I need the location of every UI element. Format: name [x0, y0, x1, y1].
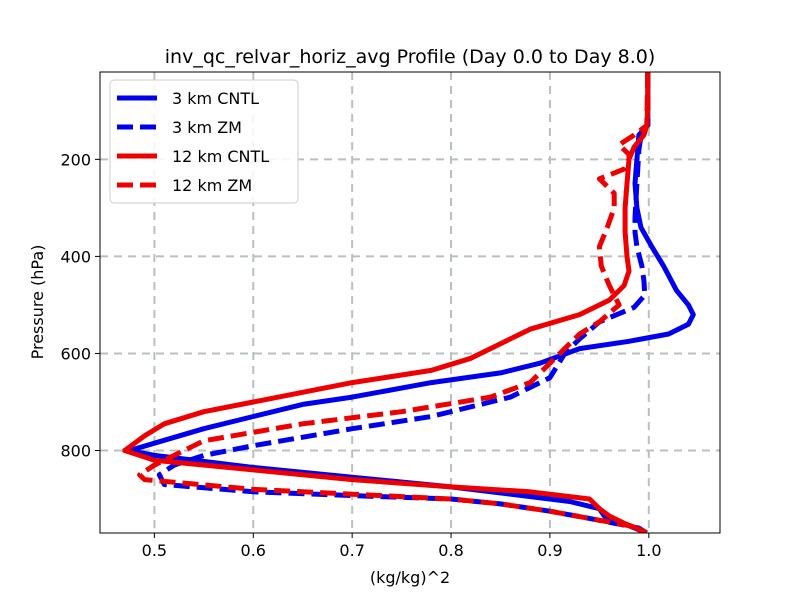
x-tick-label: 0.5 [142, 541, 167, 560]
x-tick-label: 1.0 [636, 541, 661, 560]
legend-label-12-km-zm: 12 km ZM [172, 176, 252, 195]
x-tick-label: 0.7 [339, 541, 364, 560]
x-tick-label: 0.9 [537, 541, 562, 560]
series-line-12-km-cntl [122, 72, 651, 533]
x-axis-label: (kg/kg)^2 [370, 568, 450, 587]
legend-label-3-km-zm: 3 km ZM [172, 118, 242, 137]
legend-label-12-km-cntl: 12 km CNTL [172, 147, 269, 166]
chart-title: inv_qc_relvar_horiz_avg Profile (Day 0.0… [165, 46, 656, 68]
legend: 3 km CNTL 3 km ZM 12 km CNTL 12 km ZM [109, 79, 299, 204]
y-tick-label: 200 [60, 150, 91, 169]
legend-box [109, 79, 299, 204]
plot-frame [99, 71, 721, 534]
y-tick-label: 600 [60, 344, 91, 363]
tick-layer: 0.5 0.6 0.7 0.8 0.9 1.0 200 400 600 800 [60, 150, 661, 560]
legend-label-3-km-cntl: 3 km CNTL [172, 89, 259, 108]
y-axis-label: Pressure (hPa) [28, 245, 47, 360]
series-line-3-km-zm [156, 72, 651, 533]
series-layer [122, 72, 696, 533]
y-tick-label: 400 [60, 247, 91, 266]
series-line-12-km-zm [137, 72, 651, 533]
x-tick-label: 0.8 [438, 541, 463, 560]
y-tick-label: 800 [60, 442, 91, 461]
x-tick-label: 0.6 [241, 541, 266, 560]
